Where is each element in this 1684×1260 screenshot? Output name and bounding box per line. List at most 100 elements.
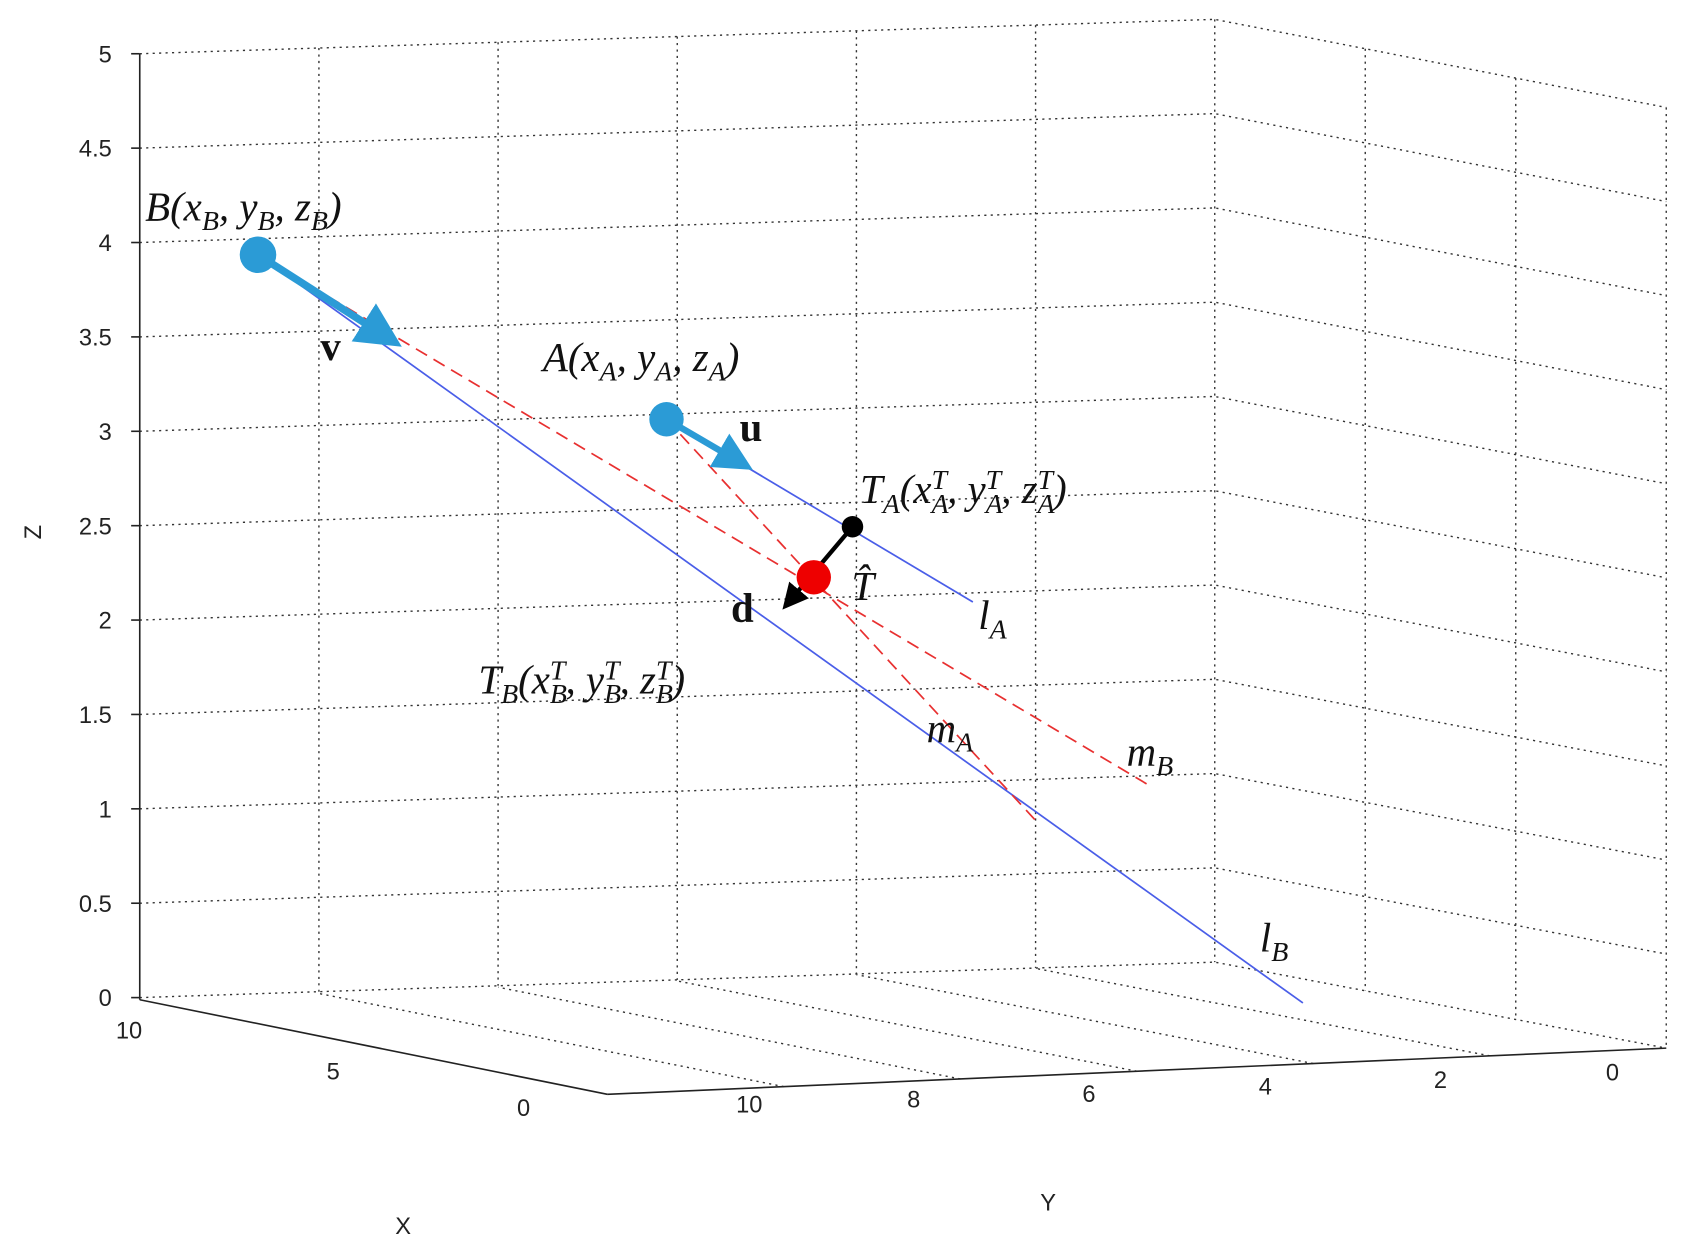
grid-line — [139, 207, 1667, 297]
grid-line — [497, 986, 961, 1080]
point-A — [649, 402, 684, 437]
label-d: d — [731, 585, 754, 630]
label-part: B — [501, 679, 518, 710]
grid-line — [856, 973, 1314, 1065]
label-part: u — [740, 405, 763, 450]
label-ma: mA — [927, 706, 975, 759]
label-part: , z — [1001, 467, 1037, 512]
label-la: lA — [978, 593, 1007, 646]
z-tick-label: 4.5 — [79, 137, 112, 163]
label-a: A(xA, yA, zA) — [540, 335, 739, 388]
grid-line — [139, 490, 1667, 579]
line-lB — [257, 254, 1304, 1004]
label-that: T̂ — [851, 564, 877, 609]
label-part: T — [986, 465, 1004, 496]
label-part: T̂ — [851, 564, 877, 609]
label-part: A — [598, 357, 618, 388]
grid-line — [139, 18, 1667, 109]
label-part: , y — [947, 467, 986, 512]
z-tick-label: 0.5 — [79, 892, 112, 918]
label-part: T — [550, 655, 568, 686]
label-part: l — [1260, 915, 1271, 960]
grid-line — [139, 772, 1667, 861]
label-part: , y — [565, 657, 604, 702]
label-tb: TB(xBT, yBT, zBT) — [478, 655, 685, 710]
label-part: T — [860, 467, 886, 512]
grid-line — [318, 992, 784, 1088]
label-mb: mB — [1127, 729, 1174, 782]
label-b: B(xB, yB, zB) — [145, 184, 341, 237]
grid-line — [139, 678, 1667, 767]
grid-line — [139, 867, 1667, 955]
y-tick-label: 4 — [1259, 1074, 1272, 1100]
grid-line — [139, 301, 1667, 391]
z-tick-label: 2.5 — [79, 514, 112, 540]
z-tick-label: 1.5 — [79, 703, 112, 729]
label-v: v — [320, 324, 341, 369]
y-tick-label: 8 — [907, 1087, 920, 1113]
label-part: ) — [724, 335, 740, 380]
label-part: B — [1271, 937, 1288, 968]
label-part: T — [478, 657, 504, 702]
label-part: (x — [900, 467, 932, 512]
grid-line — [139, 961, 1667, 1049]
label-part: l — [978, 593, 989, 638]
grid-line — [139, 584, 1667, 673]
label-part: T — [932, 465, 950, 496]
z-tick-label: 0 — [99, 986, 112, 1012]
z-tick-label: 4 — [99, 231, 112, 257]
z-tick-label: 3.5 — [79, 326, 112, 352]
grid-line — [139, 112, 1667, 203]
point-That — [796, 560, 831, 595]
y-axis — [607, 1047, 1667, 1096]
grid-line — [139, 395, 1667, 485]
label-part: T — [1038, 465, 1056, 496]
label-part: ) — [326, 184, 342, 229]
z-tick-label: 3 — [99, 420, 112, 446]
label-part: A — [988, 615, 1008, 646]
label-part: m — [927, 706, 957, 751]
label-part: B — [604, 679, 621, 710]
x-axis — [139, 998, 608, 1096]
grid — [139, 18, 1667, 1088]
label-lb: lB — [1260, 915, 1288, 968]
label-part: B — [257, 206, 274, 237]
grid-line — [677, 980, 1137, 1072]
z-tick-label: 2 — [99, 609, 112, 635]
label-part: B — [550, 679, 567, 710]
label-part: ) — [669, 657, 685, 702]
label-part: v — [320, 324, 341, 369]
label-part: A — [881, 489, 901, 520]
label-part: A — [1036, 489, 1056, 520]
x-tick-label: 10 — [116, 1018, 142, 1044]
label-part: B — [311, 206, 328, 237]
line-mA — [665, 418, 1039, 823]
line-mB — [257, 254, 1149, 786]
vector-v — [255, 251, 402, 347]
label-part: (x — [518, 657, 550, 702]
label-part: d — [731, 585, 754, 630]
label-part: A — [930, 489, 950, 520]
label-part: , z — [620, 657, 656, 702]
label-part: B — [202, 206, 219, 237]
x-axis-label: X — [395, 1214, 411, 1240]
label-part: A — [707, 357, 727, 388]
label-part: ) — [1051, 467, 1067, 512]
label-part: A(x — [540, 335, 600, 380]
label-part: , z — [275, 184, 311, 229]
label-part: A — [954, 727, 974, 758]
label-part: T — [656, 655, 674, 686]
label-part: B — [1156, 751, 1173, 782]
label-part: T — [604, 655, 622, 686]
label-part: , y — [219, 184, 258, 229]
y-tick-label: 2 — [1434, 1068, 1447, 1094]
label-part: B — [656, 679, 673, 710]
x-tick-label: 5 — [327, 1059, 340, 1085]
label-ta: TA(xAT, yAT, zAT) — [860, 465, 1067, 520]
label-part: A — [984, 489, 1004, 520]
y-axis-label: Y — [1040, 1190, 1056, 1216]
label-part: , z — [672, 335, 708, 380]
label-part: , y — [617, 335, 656, 380]
